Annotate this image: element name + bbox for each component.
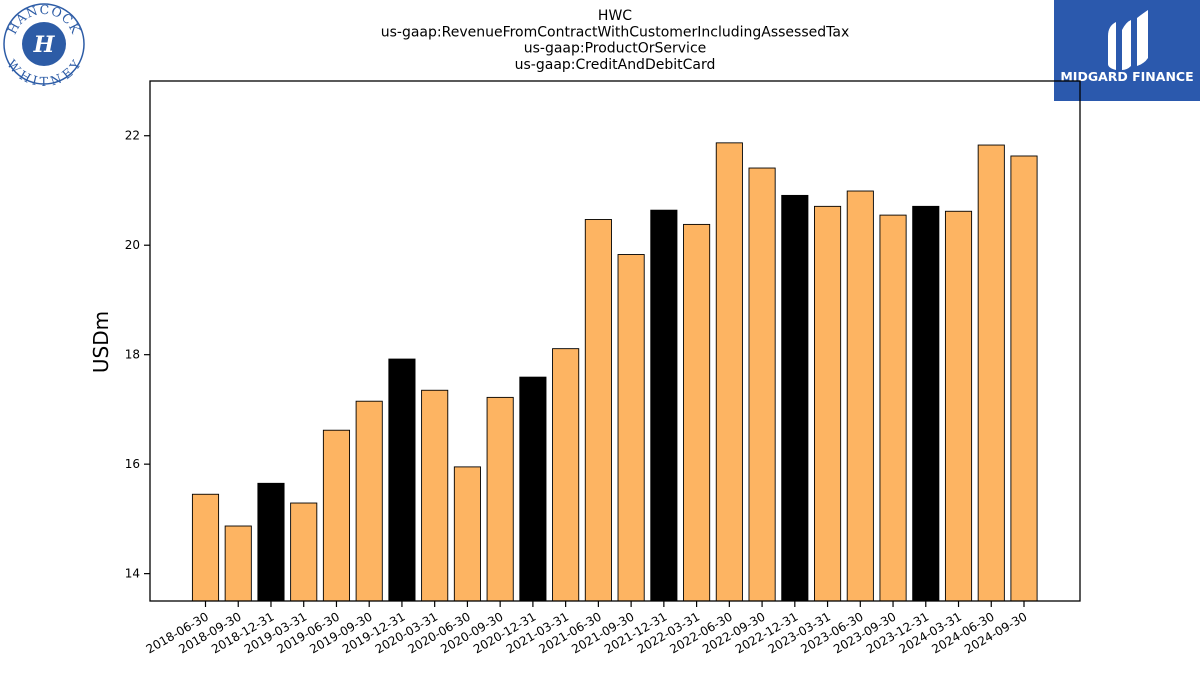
bar-2024-09-30: [1010, 155, 1038, 602]
bar-2021-03-31: [552, 348, 580, 602]
bar-2019-06-30: [322, 429, 351, 602]
bar-2019-03-31: [290, 502, 318, 602]
y-tick-label-16: 16: [125, 457, 140, 471]
bar-2022-03-31: [683, 223, 711, 602]
title-line-2: us-gaap:ProductOrService: [524, 41, 707, 57]
hancock-whitney-logo: H HANCOCK WHITNEY: [3, 2, 85, 89]
svg-text:H: H: [33, 32, 56, 58]
chart-title: HWCus-gaap:RevenueFromContractWithCustom…: [381, 8, 850, 73]
bar-2022-12-31: [781, 194, 809, 602]
y-tick-label-20: 20: [125, 238, 140, 252]
bar-2024-03-31: [944, 210, 973, 602]
bar-2023-03-31: [814, 205, 842, 602]
bar-2021-06-30: [584, 219, 612, 602]
title-line-0: HWC: [598, 8, 632, 24]
y-axis-label: USDm: [89, 311, 113, 373]
bar-2020-06-30: [453, 466, 481, 602]
midgard-finance-logo: MIDGARD FINANCE: [1054, 0, 1200, 101]
bar-2019-12-31: [388, 358, 416, 602]
midgard-mark-icon: [1108, 10, 1148, 70]
plot-area: 14161820222018-06-302018-09-302018-12-31…: [125, 80, 1081, 656]
bar-2021-09-30: [617, 254, 645, 602]
title-line-1: us-gaap:RevenueFromContractWithCustomerI…: [381, 24, 850, 40]
bar-2022-06-30: [715, 142, 743, 602]
bar-2018-12-31: [257, 482, 285, 602]
bar-2024-06-30: [977, 144, 1005, 602]
y-tick-label-14: 14: [125, 567, 140, 581]
bar-2018-06-30: [191, 493, 220, 602]
bar-2023-06-30: [846, 190, 874, 602]
bar-2020-12-31: [519, 376, 547, 602]
y-tick-label-22: 22: [125, 129, 140, 143]
y-tick-label-18: 18: [125, 348, 140, 362]
brand-name: MIDGARD FINANCE: [1060, 69, 1193, 84]
bar-2023-12-31: [912, 205, 940, 602]
bar-2018-09-30: [224, 525, 252, 602]
title-line-3: us-gaap:CreditAndDebitCard: [515, 57, 716, 73]
bar-2023-09-30: [879, 214, 907, 602]
bar-2021-12-31: [650, 209, 678, 602]
bar-2020-03-31: [421, 389, 449, 602]
bar-2022-09-30: [748, 167, 776, 602]
axes-frame: [149, 80, 1081, 602]
bar-2019-09-30: [355, 400, 383, 602]
bar-2020-09-30: [486, 396, 514, 602]
